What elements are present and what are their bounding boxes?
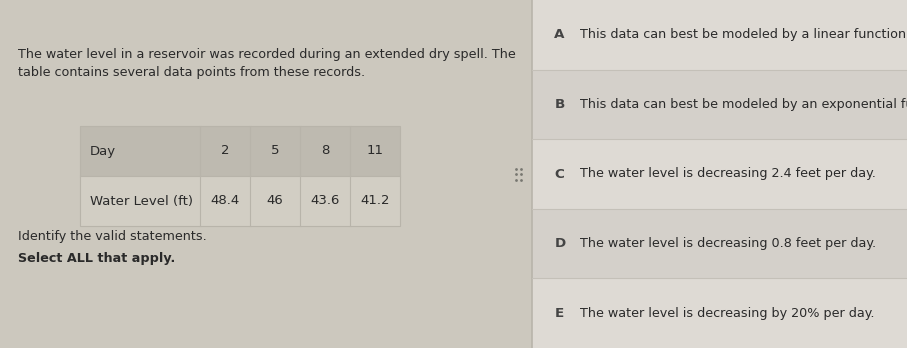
Text: C: C — [554, 167, 564, 181]
Bar — [532, 0, 907, 70]
Text: B: B — [554, 98, 565, 111]
Text: The water level is decreasing 0.8 feet per day.: The water level is decreasing 0.8 feet p… — [580, 237, 876, 250]
Text: 5: 5 — [271, 144, 279, 158]
Bar — [80, 126, 400, 176]
Text: E: E — [554, 307, 563, 320]
Text: Water Level (ft): Water Level (ft) — [90, 195, 193, 207]
Text: The water level is decreasing 2.4 feet per day.: The water level is decreasing 2.4 feet p… — [580, 167, 876, 181]
Text: A: A — [554, 28, 565, 41]
Text: D: D — [554, 237, 566, 250]
Bar — [532, 70, 907, 139]
Text: Day: Day — [90, 144, 116, 158]
Bar — [532, 278, 907, 348]
Text: Select ALL that apply.: Select ALL that apply. — [18, 252, 175, 265]
Bar — [80, 176, 400, 226]
Text: The water level is decreasing by 20% per day.: The water level is decreasing by 20% per… — [580, 307, 875, 320]
Bar — [532, 139, 907, 209]
Text: table contains several data points from these records.: table contains several data points from … — [18, 66, 366, 79]
Text: 11: 11 — [366, 144, 384, 158]
Text: 48.4: 48.4 — [210, 195, 239, 207]
Text: The water level in a reservoir was recorded during an extended dry spell. The: The water level in a reservoir was recor… — [18, 48, 516, 61]
Bar — [532, 209, 907, 278]
Text: 2: 2 — [220, 144, 229, 158]
Text: 8: 8 — [321, 144, 329, 158]
Text: 43.6: 43.6 — [310, 195, 340, 207]
Bar — [532, 0, 907, 348]
Text: 41.2: 41.2 — [360, 195, 390, 207]
Bar — [80, 126, 400, 226]
Bar — [0, 0, 532, 348]
Text: This data can best be modeled by an exponential funct: This data can best be modeled by an expo… — [580, 98, 907, 111]
Text: This data can best be modeled by a linear function.: This data can best be modeled by a linea… — [580, 28, 907, 41]
Text: 46: 46 — [267, 195, 283, 207]
Text: Identify the valid statements.: Identify the valid statements. — [18, 230, 207, 243]
